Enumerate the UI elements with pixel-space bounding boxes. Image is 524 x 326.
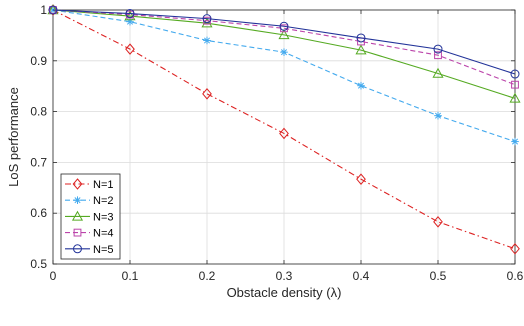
legend-marker <box>73 228 82 237</box>
series-line <box>52 9 516 75</box>
data-point <box>125 9 135 19</box>
data-point <box>202 14 212 24</box>
data-point <box>355 44 367 55</box>
data-point <box>434 51 442 60</box>
data-point <box>510 242 520 255</box>
legend-label: N=2 <box>93 195 114 207</box>
data-point <box>433 216 443 228</box>
y-tick-label: 0.5 <box>30 257 47 271</box>
data-point <box>124 10 136 21</box>
legend: N=1 N=2 N=3 N=4 N=5 <box>60 173 121 260</box>
y-axis-title: LoS performance <box>6 87 21 187</box>
x-tick-label: 0.5 <box>430 269 447 283</box>
legend-item: N=2 <box>65 195 114 207</box>
legend-marker <box>73 196 82 204</box>
data-point <box>48 4 58 16</box>
legend-item: N=1 <box>65 178 114 191</box>
legend-item: N=3 <box>65 210 114 223</box>
data-point <box>279 21 289 31</box>
series-layer <box>47 4 521 255</box>
series-5 <box>48 5 520 79</box>
data-point <box>510 69 520 79</box>
x-tick-label: 0 <box>50 269 57 283</box>
legend-item: N=4 <box>65 228 114 240</box>
x-tick-label: 0.3 <box>276 269 293 283</box>
series-line <box>52 9 516 250</box>
data-point <box>280 48 288 56</box>
data-point <box>434 111 442 120</box>
legend-label: N=3 <box>93 211 114 223</box>
data-point <box>48 5 58 15</box>
data-point <box>511 80 519 89</box>
data-point <box>203 36 211 45</box>
legend-marker <box>71 210 84 221</box>
legend-item: N=5 <box>65 244 114 256</box>
x-tick-label: 0.1 <box>122 269 139 283</box>
y-tick-label: 0.9 <box>30 54 47 68</box>
x-axis-title: Obstacle density (λ) <box>227 285 342 300</box>
data-point <box>126 17 134 26</box>
x-tick-label: 0.2 <box>199 269 216 283</box>
data-point <box>356 33 366 43</box>
data-point <box>357 81 365 90</box>
data-point <box>433 44 443 54</box>
series-line <box>52 9 516 99</box>
series-3 <box>47 4 521 103</box>
series-line <box>52 9 516 86</box>
legend-label: N=1 <box>93 179 114 191</box>
data-point <box>511 137 519 146</box>
data-point <box>278 29 290 40</box>
legend-marker <box>72 178 83 190</box>
x-tick-label: 0.4 <box>353 269 370 283</box>
y-tick-label: 0.6 <box>30 206 47 220</box>
axis-ticks: 0 0.1 0.2 0.3 0.4 0.5 0.6 0.5 0.6 0.7 0.8 0.9 1 <box>30 3 523 283</box>
y-tick-label: 0.8 <box>30 105 47 119</box>
legend-label: N=4 <box>93 228 114 240</box>
data-point <box>202 88 212 100</box>
series-1 <box>48 4 520 255</box>
legend-label: N=5 <box>93 244 114 256</box>
y-tick-label: 1 <box>40 3 47 17</box>
data-point <box>201 17 213 28</box>
data-point <box>432 67 444 78</box>
x-tick-label: 0.6 <box>507 269 524 283</box>
data-point <box>509 92 521 103</box>
data-point <box>125 43 135 55</box>
data-point <box>279 127 289 140</box>
y-tick-label: 0.7 <box>30 155 47 169</box>
data-point <box>356 173 366 185</box>
legend-marker <box>73 244 82 254</box>
grid-lines <box>52 9 516 265</box>
